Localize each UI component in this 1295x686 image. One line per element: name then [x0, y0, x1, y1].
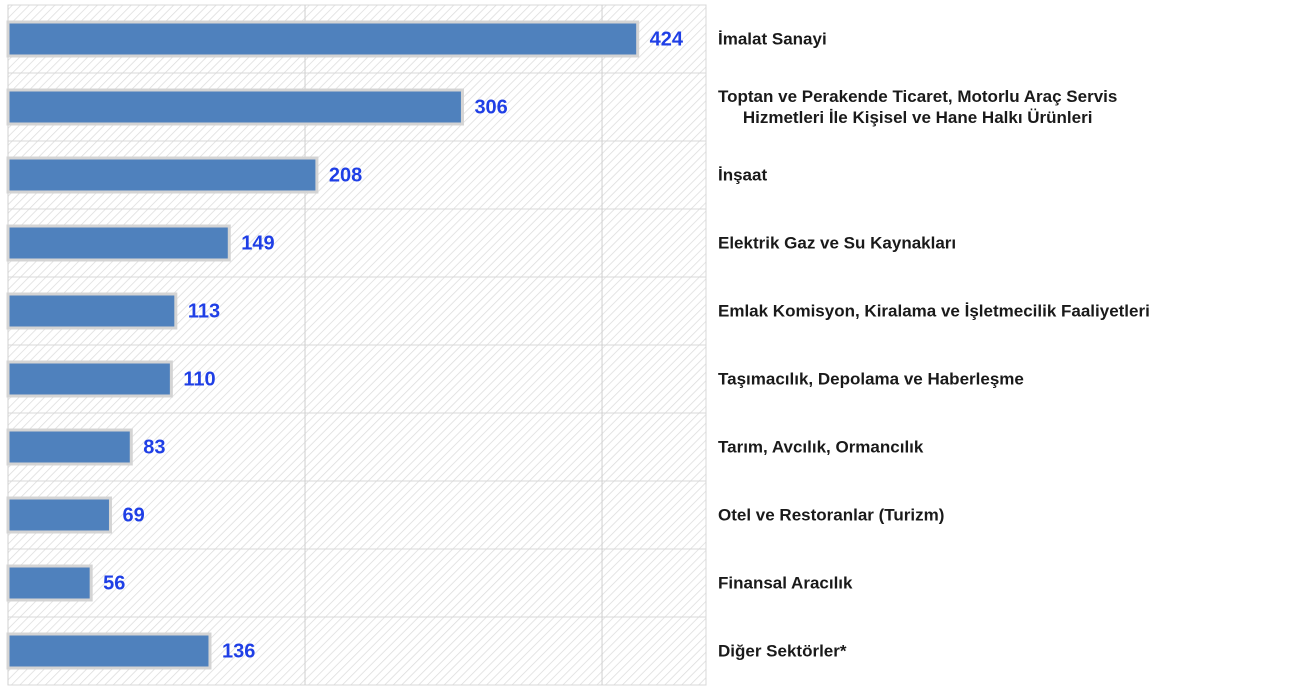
- bar: [6, 496, 112, 534]
- bar: [6, 88, 464, 126]
- category-label: İmalat Sanayi: [718, 29, 827, 49]
- bar: [6, 292, 178, 330]
- category-label: Finansal Aracılık: [718, 573, 853, 593]
- value-label: 424: [650, 28, 684, 50]
- bar: [6, 428, 133, 466]
- category-label: Toptan ve Perakende Ticaret, Motorlu Ara…: [718, 87, 1118, 127]
- category-label: Taşımacılık, Depolama ve Haberleşme: [718, 369, 1024, 389]
- value-label: 306: [474, 96, 507, 118]
- category-label: Emlak Komisyon, Kiralama ve İşletmecilik…: [718, 301, 1150, 321]
- value-label: 208: [329, 164, 362, 186]
- value-label: 69: [122, 504, 144, 526]
- bar: [6, 224, 231, 262]
- bar: [6, 360, 173, 398]
- value-label: 110: [183, 368, 215, 390]
- category-label: İnşaat: [718, 165, 768, 185]
- value-label: 136: [222, 640, 255, 662]
- category-label: Elektrik Gaz ve Su Kaynakları: [718, 233, 957, 253]
- category-label: Otel ve Restoranlar (Turizm): [718, 505, 945, 525]
- value-label: 56: [103, 572, 125, 594]
- bar: [6, 156, 319, 194]
- bar: [6, 20, 640, 58]
- value-label: 149: [241, 232, 274, 254]
- value-label: 83: [143, 436, 165, 458]
- category-label: Diğer Sektörler*: [718, 641, 847, 661]
- bar: [6, 564, 93, 602]
- value-label: 113: [188, 300, 220, 322]
- bar: [6, 632, 212, 670]
- category-label: Tarım, Avcılık, Ormancılık: [718, 437, 924, 457]
